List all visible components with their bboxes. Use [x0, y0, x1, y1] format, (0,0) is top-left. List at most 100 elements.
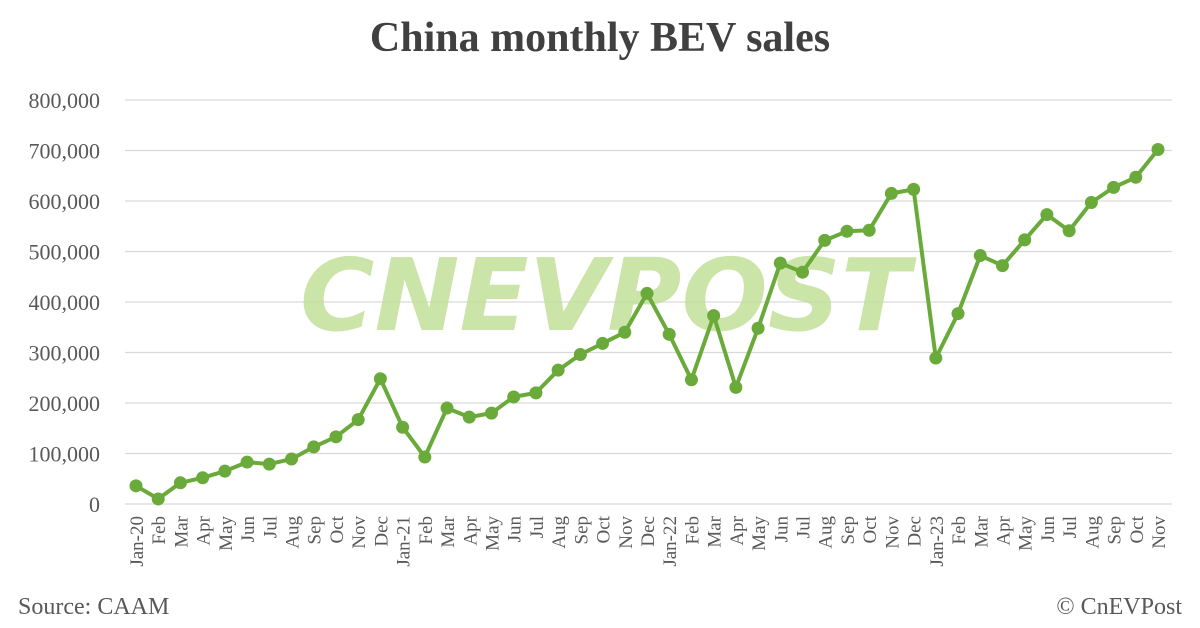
- y-tick-label: 200,000: [29, 391, 101, 416]
- x-tick-label: May: [1016, 516, 1037, 551]
- data-point: [1129, 170, 1143, 184]
- data-point: [995, 259, 1009, 273]
- data-point: [1084, 196, 1098, 210]
- x-tick-label: Oct: [594, 515, 615, 543]
- data-point: [1040, 208, 1054, 222]
- data-point: [351, 413, 365, 427]
- x-tick-label: Sep: [838, 516, 859, 545]
- x-tick-label: Sep: [1105, 516, 1126, 545]
- x-tick-label: Dec: [638, 516, 659, 547]
- x-tick-label: Oct: [327, 515, 348, 543]
- x-tick-label: Feb: [149, 516, 170, 545]
- series-sales: [129, 142, 1165, 506]
- x-tick-label: Mar: [438, 515, 459, 547]
- gridlines: [125, 99, 1172, 505]
- x-tick-label: Jan-22: [660, 516, 681, 567]
- data-point: [151, 492, 165, 506]
- y-tick-label: 700,000: [29, 139, 101, 164]
- x-tick-label: Nov: [1149, 516, 1170, 549]
- x-tick-label: Mar: [171, 515, 192, 547]
- x-tick-label: Dec: [905, 516, 926, 547]
- data-point: [884, 186, 898, 200]
- y-axis-ticks: 0 100,000 200,000 300,000 400,000 500,000 600,…: [29, 88, 101, 517]
- data-point: [329, 430, 343, 444]
- data-point: [373, 372, 387, 386]
- x-tick-label: Oct: [1127, 515, 1148, 543]
- data-point: [218, 464, 232, 478]
- data-point: [751, 321, 765, 335]
- data-point: [307, 440, 321, 454]
- data-point: [818, 233, 832, 247]
- data-point: [396, 420, 410, 434]
- x-tick-label: Sep: [305, 516, 326, 545]
- y-tick-label: 0: [89, 492, 100, 517]
- data-point: [796, 265, 810, 279]
- data-point: [1062, 224, 1076, 238]
- x-axis-ticks: Jan-20 Feb Mar Apr May Jun Jul Aug Sep Oct Nov Dec J…: [127, 515, 1170, 566]
- x-tick-label: Nov: [349, 516, 370, 549]
- chart-title: China monthly BEV sales: [369, 15, 831, 61]
- x-tick-label: Jun: [238, 516, 259, 543]
- x-tick-label: Aug: [816, 516, 837, 549]
- x-tick-label: Jul: [527, 516, 548, 538]
- x-tick-label: Jul: [260, 516, 281, 538]
- x-tick-label: Feb: [949, 516, 970, 545]
- x-tick-label: Apr: [727, 515, 748, 545]
- data-point: [440, 401, 454, 415]
- data-point: [973, 249, 987, 263]
- data-point: [729, 380, 743, 394]
- data-point: [684, 373, 698, 387]
- x-tick-label: Jan-20: [127, 516, 148, 567]
- x-tick-label: Jun: [771, 516, 792, 543]
- data-point: [196, 471, 210, 485]
- copyright-note: © CnEVPost: [1056, 594, 1182, 620]
- data-point: [1018, 233, 1032, 247]
- data-point: [529, 386, 543, 400]
- data-point: [129, 479, 143, 493]
- data-point: [573, 348, 587, 362]
- x-tick-label: Oct: [860, 515, 881, 543]
- x-tick-label: Nov: [616, 516, 637, 549]
- x-tick-label: Feb: [416, 516, 437, 545]
- y-tick-label: 600,000: [29, 189, 101, 214]
- y-tick-label: 500,000: [29, 240, 101, 265]
- data-point: [507, 390, 521, 404]
- data-point: [1107, 180, 1121, 194]
- y-tick-label: 100,000: [29, 442, 101, 467]
- data-point: [462, 410, 476, 424]
- x-tick-label: Jul: [794, 516, 815, 538]
- y-tick-label: 800,000: [29, 88, 101, 113]
- x-tick-label: Mar: [971, 515, 992, 547]
- data-point: [907, 182, 921, 196]
- source-note: Source: CAAM: [18, 594, 170, 620]
- data-point: [951, 307, 965, 321]
- x-tick-label: Sep: [571, 516, 592, 545]
- x-tick-label: Dec: [371, 516, 392, 547]
- data-point: [551, 363, 565, 377]
- x-tick-label: Jun: [505, 516, 526, 543]
- data-point: [773, 256, 787, 270]
- data-point: [1151, 142, 1165, 156]
- data-point: [707, 309, 721, 323]
- x-tick-label: Feb: [682, 516, 703, 545]
- x-tick-label: Apr: [993, 515, 1014, 545]
- data-point: [640, 286, 654, 300]
- data-point: [262, 457, 276, 471]
- data-point: [840, 224, 854, 238]
- data-point: [173, 476, 187, 490]
- watermark-logo: CNEVPOST: [300, 237, 917, 354]
- data-point: [285, 452, 299, 466]
- data-point: [596, 336, 610, 350]
- x-tick-label: Nov: [882, 516, 903, 549]
- data-point: [484, 406, 498, 420]
- y-tick-label: 400,000: [29, 290, 101, 315]
- x-tick-label: Jul: [1060, 516, 1081, 538]
- data-point: [618, 325, 632, 339]
- x-tick-label: Apr: [460, 515, 481, 545]
- x-tick-label: Jan-21: [394, 516, 415, 567]
- x-tick-label: May: [482, 516, 503, 551]
- data-point: [929, 351, 943, 365]
- data-point: [862, 223, 876, 237]
